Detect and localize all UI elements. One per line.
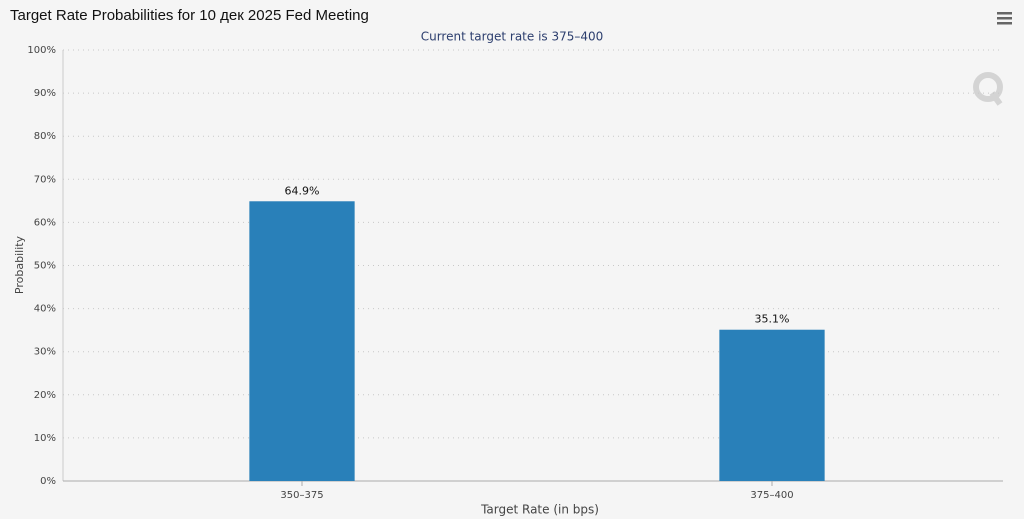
y-tick-label: 70%: [34, 174, 56, 185]
bar: [249, 201, 355, 481]
menu-button[interactable]: [997, 12, 1012, 25]
chart-title: Target Rate Probabilities for 10 дек 202…: [10, 7, 369, 24]
x-axis-label: Target Rate (in bps): [480, 503, 599, 517]
menu-bar: [997, 22, 1012, 25]
y-tick-label: 0%: [40, 476, 56, 487]
y-tick-label: 30%: [34, 347, 56, 358]
data-label: 35.1%: [755, 313, 790, 326]
y-axis-label: Probability: [13, 235, 26, 294]
y-tick-label: 50%: [34, 261, 56, 272]
y-tick-label: 10%: [34, 433, 56, 444]
y-tick-label: 90%: [34, 88, 56, 99]
data-label: 64.9%: [285, 184, 320, 197]
menu-bar: [997, 17, 1012, 20]
watermark: [973, 72, 1003, 106]
y-tick-label: 20%: [34, 390, 56, 401]
y-tick-label: 80%: [34, 131, 56, 142]
chart-subtitle: Current target rate is 375–400: [421, 30, 604, 44]
y-tick-label: 40%: [34, 304, 56, 315]
bar: [719, 329, 825, 481]
x-tick-label: 375–400: [750, 490, 793, 501]
y-tick-label: 60%: [34, 217, 56, 228]
y-tick-label: 100%: [27, 45, 56, 56]
menu-bar: [997, 12, 1012, 15]
x-tick-label: 350–375: [280, 490, 323, 501]
